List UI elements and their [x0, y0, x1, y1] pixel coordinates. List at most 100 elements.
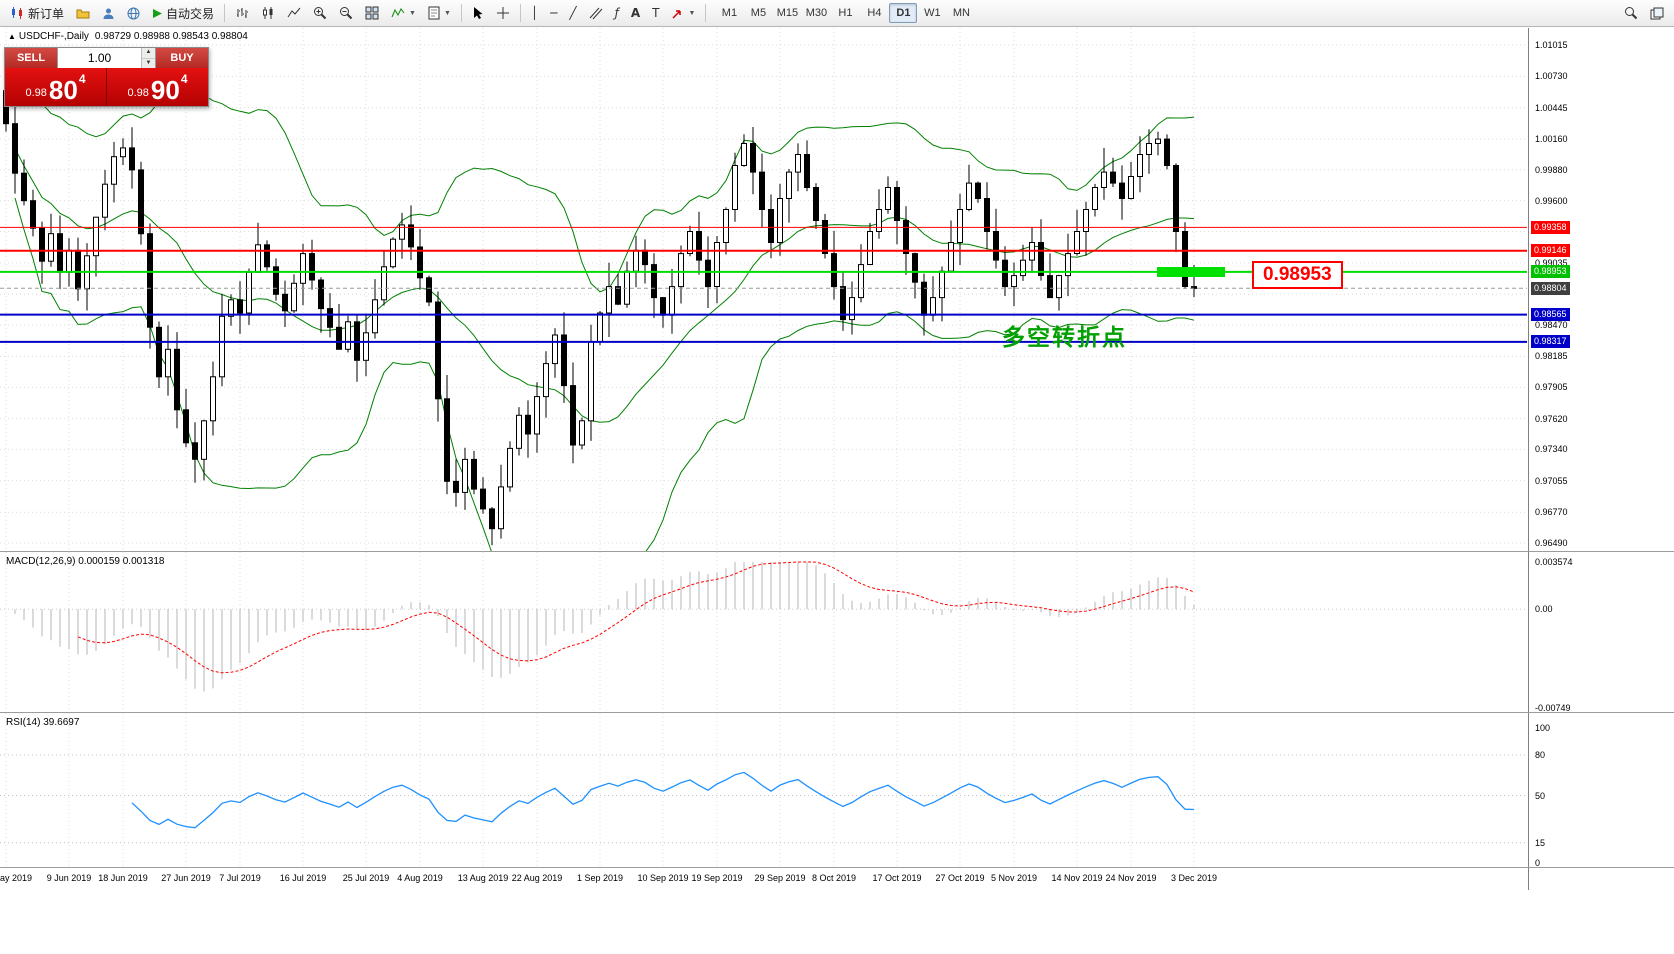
- buy-button[interactable]: BUY: [156, 48, 208, 68]
- templates-icon: [428, 6, 440, 20]
- arrows-button[interactable]: ▼: [666, 2, 700, 24]
- panel-separator[interactable]: [0, 867, 1674, 868]
- price-axis[interactable]: 1.01015 1.00730 1.00445 1.00160 0.99880 0.996…: [1528, 28, 1674, 890]
- sell-button[interactable]: SELL: [5, 48, 57, 68]
- trendline-button[interactable]: ╱: [564, 2, 581, 24]
- timeframe-m1[interactable]: M1: [721, 7, 738, 19]
- toolbar-separator: [460, 4, 462, 22]
- price-chart-canvas[interactable]: [0, 28, 1528, 551]
- chevron-down-icon: ▼: [688, 9, 696, 17]
- channel-button[interactable]: [584, 2, 608, 24]
- price-tick-label: 0.99600: [1535, 195, 1568, 206]
- vertical-line-icon: │: [530, 6, 539, 20]
- price-level-badge: 0.99146: [1531, 244, 1570, 258]
- crosshair-icon: [496, 7, 509, 19]
- timeframe-m5[interactable]: M5: [750, 7, 767, 19]
- zoom-out-button[interactable]: [334, 2, 358, 24]
- indicators-button[interactable]: ▼: [386, 2, 421, 24]
- vertical-line-button[interactable]: │: [526, 2, 543, 24]
- timeframe-w1[interactable]: W1: [924, 7, 941, 19]
- timeframe-h4[interactable]: H4: [867, 7, 882, 19]
- symbol-marker-icon: ▲: [8, 32, 16, 41]
- horizontal-line-button[interactable]: ─: [545, 2, 562, 24]
- community-button[interactable]: [122, 2, 145, 24]
- zoom-in-icon: [314, 7, 327, 20]
- date-label: 9 Jun 2019: [46, 873, 92, 883]
- timeframe-h1[interactable]: H1: [838, 7, 853, 19]
- price-tick-label: 1.01015: [1535, 40, 1568, 50]
- community-icon: [127, 7, 140, 19]
- panel-separator[interactable]: [0, 712, 1674, 713]
- new-order-button[interactable]: 新订单: [5, 2, 69, 24]
- price-tick-label: 1.00160: [1535, 134, 1568, 145]
- search-button[interactable]: [1619, 2, 1643, 24]
- buy-price-button[interactable]: 0.98 90 4: [107, 68, 208, 106]
- date-label: 13 Aug 2019: [457, 873, 509, 883]
- support-button[interactable]: [97, 2, 120, 24]
- date-label: 27 Jun 2019: [161, 873, 211, 883]
- candlestick-chart-icon: [263, 7, 273, 19]
- line-chart-icon: [287, 7, 301, 18]
- indicators-icon: [391, 8, 405, 18]
- macd-axis-label: 0.00: [1535, 604, 1553, 615]
- toolbar-separator: [519, 4, 521, 22]
- crosshair-button[interactable]: [491, 2, 515, 24]
- cursor-button[interactable]: [467, 2, 489, 24]
- autotrading-button[interactable]: 自动交易: [147, 2, 219, 24]
- date-label: 1 Sep 2019: [576, 873, 624, 883]
- timeframe-m30[interactable]: M30: [805, 7, 828, 19]
- date-axis[interactable]: 30 May 2019 9 Jun 2019 18 Jun 2019 27 Jun 2…: [0, 868, 1528, 890]
- date-label: 16 Jul 2019: [279, 873, 327, 883]
- lot-increment-icon[interactable]: ▲: [142, 48, 155, 59]
- timeframe-d1[interactable]: D1: [889, 3, 918, 23]
- price-level-badge: 0.98804: [1531, 281, 1570, 295]
- lot-decrement-icon[interactable]: ▼: [142, 58, 155, 68]
- bar-chart-button[interactable]: [230, 2, 254, 24]
- lot-size-stepper[interactable]: ▲ ▼: [141, 48, 155, 68]
- date-label: 30 May 2019: [0, 873, 33, 883]
- new-window-button[interactable]: [1645, 2, 1669, 24]
- autotrading-play-icon: [153, 8, 163, 18]
- date-label: 5 Nov 2019: [990, 873, 1038, 883]
- date-label: 29 Sep 2019: [754, 873, 806, 883]
- tile-windows-button[interactable]: [360, 2, 384, 24]
- zoom-in-button[interactable]: [308, 2, 332, 24]
- support-icon: [103, 8, 114, 19]
- text-button[interactable]: A: [626, 2, 645, 24]
- price-tick-label: 0.97055: [1535, 475, 1568, 486]
- ohlc-values: 0.98729 0.98988 0.98543 0.98804: [94, 31, 248, 42]
- price-tick-label: 0.97905: [1535, 382, 1568, 393]
- sell-price-small: 0.98: [25, 87, 47, 99]
- date-label: 10 Sep 2019: [637, 873, 689, 883]
- new-order-icon: [12, 7, 22, 19]
- line-chart-button[interactable]: [282, 2, 306, 24]
- fibonacci-button[interactable]: ƒ: [610, 2, 624, 24]
- date-label: 25 Jul 2019: [342, 873, 390, 883]
- rsi-label: RSI(14) 39.6697: [6, 717, 80, 728]
- candlestick-chart-button[interactable]: [256, 2, 280, 24]
- templates-button[interactable]: ▼: [423, 2, 456, 24]
- timeframe-mn[interactable]: MN: [952, 7, 970, 19]
- timeframe-m15[interactable]: M15: [776, 7, 799, 19]
- buy-price-big: 90: [150, 75, 180, 105]
- macd-canvas[interactable]: [0, 552, 1528, 712]
- rsi-canvas[interactable]: [0, 713, 1528, 867]
- panel-separator[interactable]: [0, 551, 1674, 552]
- text-label-icon: T: [652, 6, 660, 20]
- date-label: 18 Jun 2019: [98, 873, 148, 883]
- autotrading-label: 自动交易: [166, 6, 215, 21]
- toolbar-right-group: [1619, 2, 1669, 24]
- lot-size-input[interactable]: [58, 48, 141, 68]
- profiles-button[interactable]: [71, 2, 95, 24]
- price-level-badge: 0.98953: [1531, 265, 1570, 279]
- buy-price-sup: 4: [180, 72, 188, 86]
- lot-size-box: ▲ ▼: [57, 48, 156, 68]
- date-label: 27 Oct 2019: [935, 873, 985, 883]
- date-label: 24 Nov 2019: [1105, 873, 1157, 883]
- text-label-button[interactable]: T: [647, 2, 664, 24]
- toolbar-separator: [705, 4, 707, 22]
- sell-price-button[interactable]: 0.98 80 4: [5, 68, 107, 106]
- macd-axis-label: 0.003574: [1535, 557, 1573, 567]
- one-click-top-row: SELL ▲ ▼ BUY: [5, 48, 208, 68]
